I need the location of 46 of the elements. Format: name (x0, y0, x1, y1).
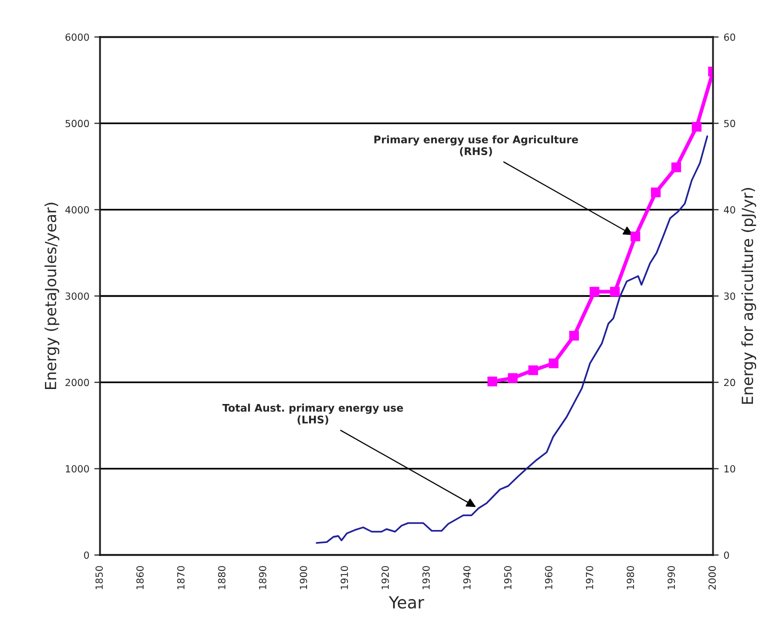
point (650, 188, 661, 198)
y2-tick-label: 0 (724, 551, 729, 559)
point (487, 376, 498, 386)
x-tick-label: 1890 (258, 566, 266, 590)
x-tick-label: 1950 (504, 566, 512, 590)
x-tick-label: 1970 (586, 566, 594, 590)
annotation: Primary energy use for Agriculture (RHS) (374, 135, 578, 156)
y-tick-label: 0 (84, 551, 89, 559)
y-tick-label: 2000 (66, 378, 89, 386)
point (692, 122, 702, 132)
x-tick-label: 1860 (136, 566, 144, 590)
y2-tick-label: 50 (724, 120, 736, 128)
y2-tick-label: 20 (724, 378, 736, 386)
y-tick-label: 3000 (66, 292, 89, 300)
x-tick-label: 1850 (95, 566, 103, 590)
y-tick-label: 5000 (66, 120, 89, 128)
y-tick-label: 1000 (66, 465, 89, 472)
point (548, 358, 558, 368)
point (610, 286, 620, 297)
x-tick-label: 1880 (218, 566, 226, 590)
y-tick-label: 4000 (65, 206, 89, 214)
y2-tick-label: 60 (724, 33, 736, 41)
point (590, 286, 600, 297)
y2-tick-label: 10 (724, 465, 736, 472)
y2-axis-title: Energy for agriculture (pJ/yr) (741, 188, 756, 404)
point (508, 373, 518, 383)
point (569, 330, 579, 341)
x-tick-label: 1990 (668, 566, 675, 590)
x-tick-label: 1960 (545, 566, 552, 590)
x-tick-label: 1910 (340, 566, 348, 590)
y-axis-title: Energy (petaJoules/year) (44, 202, 60, 390)
y2-tick-label: 40 (724, 206, 736, 214)
x-tick-label: 1930 (422, 566, 430, 590)
y2-tick-label: 30 (724, 292, 736, 300)
point (671, 162, 682, 172)
x-tick-label: 2000 (708, 566, 716, 590)
x-tick-label: 1980 (626, 566, 634, 590)
point (630, 232, 640, 242)
y-tick-label: 6000 (66, 33, 89, 41)
x-tick-label: 1920 (382, 566, 389, 590)
x-tick-label: 1870 (177, 566, 185, 590)
x-tick-label: 1900 (300, 566, 308, 590)
annotation: Total Aust. primary energy use (LHS) (222, 404, 403, 425)
x-tick-label: 1940 (463, 566, 471, 590)
point (528, 365, 538, 376)
x-axis-title: Year (388, 596, 424, 609)
